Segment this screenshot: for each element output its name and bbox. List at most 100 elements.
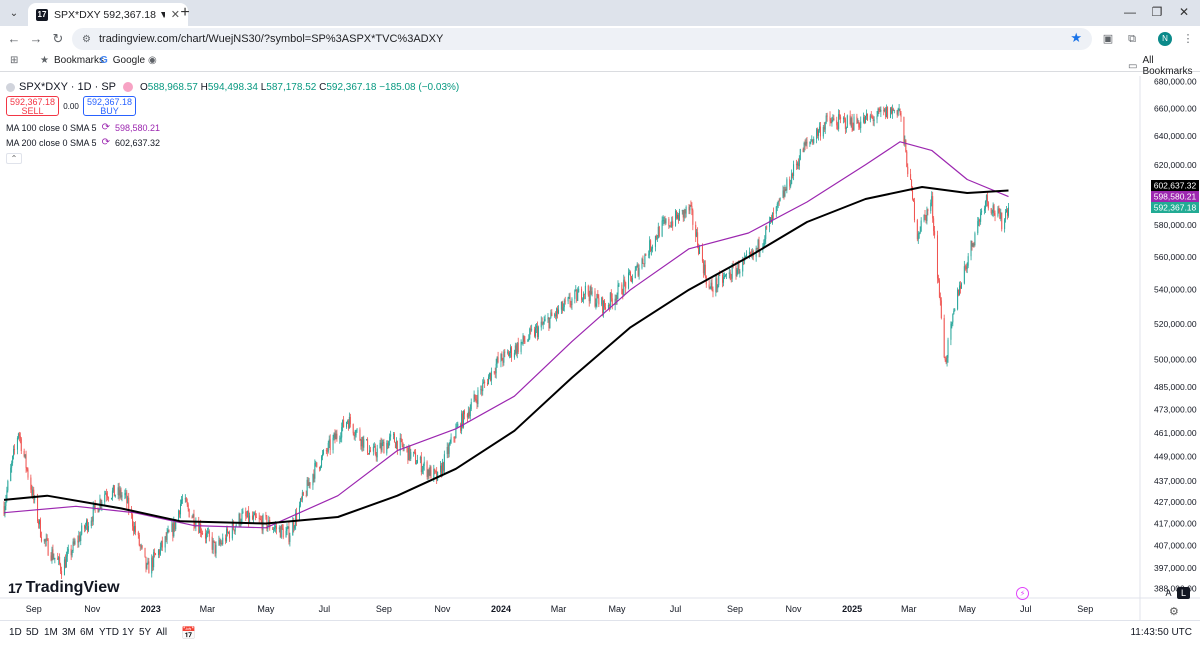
sell-button[interactable]: 592,367.18 SELL: [6, 96, 59, 116]
candle-body: [731, 265, 733, 279]
minimize-icon[interactable]: —: [1124, 5, 1136, 19]
candle-body: [846, 115, 848, 128]
chart-settings-gear-icon[interactable]: ⚙: [1169, 606, 1179, 618]
ma200-loading-icon: ⟳: [101, 137, 110, 148]
collapse-legend-icon[interactable]: ⌃: [6, 153, 22, 164]
symbol-title[interactable]: SPX*DXY · 1D · SP: [19, 81, 116, 93]
forward-icon[interactable]: →: [29, 31, 43, 46]
candle-body: [100, 499, 102, 506]
lightning-icon[interactable]: ⚡: [1016, 587, 1029, 600]
back-icon[interactable]: ←: [7, 31, 21, 46]
candle-body: [496, 357, 498, 364]
close-window-icon[interactable]: ✕: [1178, 5, 1190, 19]
range-1y-button[interactable]: 1Y: [122, 627, 135, 638]
candle-body: [535, 326, 537, 328]
tab-close-icon[interactable]: ✕: [170, 9, 180, 21]
candle-body: [859, 127, 861, 129]
url-text[interactable]: tradingview.com/chart/WuejNS30/?symbol=S…: [98, 33, 444, 45]
candle-body: [822, 127, 824, 137]
candle-body: [643, 263, 645, 265]
ma100-legend[interactable]: MA 100 close 0 SMA 5 ⟳ 598,580.21: [6, 122, 160, 133]
candle-body: [86, 520, 88, 526]
candle-body: [634, 269, 636, 279]
candle-body: [853, 116, 855, 130]
tradingview-mark-icon: 17: [8, 580, 23, 596]
candle-body: [63, 559, 65, 576]
candle-body: [402, 445, 404, 449]
candle-body: [728, 272, 730, 275]
candle-body: [891, 108, 893, 114]
candle-body: [508, 351, 510, 357]
candle-body: [242, 511, 244, 514]
ma200-legend[interactable]: MA 200 close 0 SMA 5 ⟳ 602,637.32: [6, 137, 160, 148]
extensions-icon[interactable]: ⧉: [1128, 33, 1136, 45]
candle-body: [247, 510, 249, 518]
candle-body: [616, 294, 618, 301]
x-tick-label: Sep: [727, 604, 743, 614]
candle-body: [427, 469, 429, 477]
new-tab-icon[interactable]: +: [180, 4, 190, 21]
calendar-icon[interactable]: 📅: [181, 626, 196, 640]
bookmark-globe[interactable]: ◉: [148, 55, 157, 66]
candle-body: [414, 451, 416, 453]
candle-body: [514, 345, 516, 353]
site-info-icon[interactable]: ⚙: [82, 33, 91, 45]
auto-scale-button[interactable]: A: [1165, 588, 1172, 598]
buy-button[interactable]: 592,367.18 BUY: [83, 96, 136, 116]
range-1d-button[interactable]: 1D: [9, 627, 22, 638]
candle-body: [722, 275, 724, 283]
candle-body: [547, 317, 549, 320]
candle-body: [374, 445, 376, 455]
candle-body: [192, 514, 194, 518]
price-chart[interactable]: 680,000.00 660,000.00 640,000.00 620,000.00…: [0, 76, 1200, 622]
apps-icon[interactable]: ⊞: [10, 55, 19, 66]
browser-tab[interactable]: 17 SPX*DXY 592,367.18 ▼ −0.03% ✕: [28, 3, 188, 26]
candle-body: [355, 430, 357, 436]
x-tick-label: Mar: [200, 604, 216, 614]
candle-body: [226, 528, 228, 542]
candle-body: [771, 212, 773, 223]
candle-body: [400, 437, 402, 440]
bookmark-google[interactable]: G Google: [100, 55, 146, 66]
candle-body: [819, 126, 821, 137]
utc-clock[interactable]: 11:43:50 UTC: [1130, 627, 1192, 638]
candle-body: [306, 479, 308, 496]
bookmark-star-icon[interactable]: ★: [1070, 30, 1082, 45]
candle-body: [899, 109, 901, 113]
range-1m-button[interactable]: 1M: [44, 627, 58, 638]
candle-body: [218, 540, 220, 545]
menu-icon[interactable]: ⋮: [1182, 33, 1194, 45]
candle-body: [321, 456, 323, 467]
range-5d-button[interactable]: 5D: [26, 627, 39, 638]
bookmark-bookmarks[interactable]: ★ Bookmarks: [40, 55, 104, 66]
candle-body: [818, 126, 820, 131]
candle-body: [476, 400, 478, 405]
range-6m-button[interactable]: 6M: [80, 627, 94, 638]
log-scale-button[interactable]: L: [1177, 587, 1190, 599]
candle-body: [74, 540, 76, 545]
tab-search-icon[interactable]: ⌄: [9, 7, 19, 19]
candle-body: [912, 198, 914, 202]
range-5y-button[interactable]: 5Y: [139, 627, 152, 638]
profile-avatar[interactable]: N: [1158, 32, 1172, 46]
candle-body: [17, 433, 19, 438]
range-3m-button[interactable]: 3M: [62, 627, 76, 638]
range-ytd-button[interactable]: YTD: [99, 627, 119, 638]
candle-body: [509, 353, 511, 357]
candle-body: [972, 243, 974, 247]
address-bar[interactable]: ⚙ tradingview.com/chart/WuejNS30/?symbol…: [72, 28, 1092, 50]
candle-body: [179, 510, 181, 515]
candle-body: [704, 264, 706, 277]
restore-icon[interactable]: ❐: [1151, 5, 1163, 19]
candle-body: [644, 254, 646, 264]
cast-icon[interactable]: ▣: [1102, 33, 1114, 45]
candle-body: [430, 466, 432, 479]
candle-body: [356, 429, 358, 431]
candle-body: [302, 492, 304, 496]
candle-body: [134, 525, 136, 533]
reload-icon[interactable]: ↻: [52, 31, 64, 46]
all-bookmarks[interactable]: ▭ All Bookmarks: [1128, 55, 1193, 77]
range-all-button[interactable]: All: [156, 627, 168, 638]
candle-body: [220, 542, 222, 544]
candle-body: [53, 558, 55, 560]
